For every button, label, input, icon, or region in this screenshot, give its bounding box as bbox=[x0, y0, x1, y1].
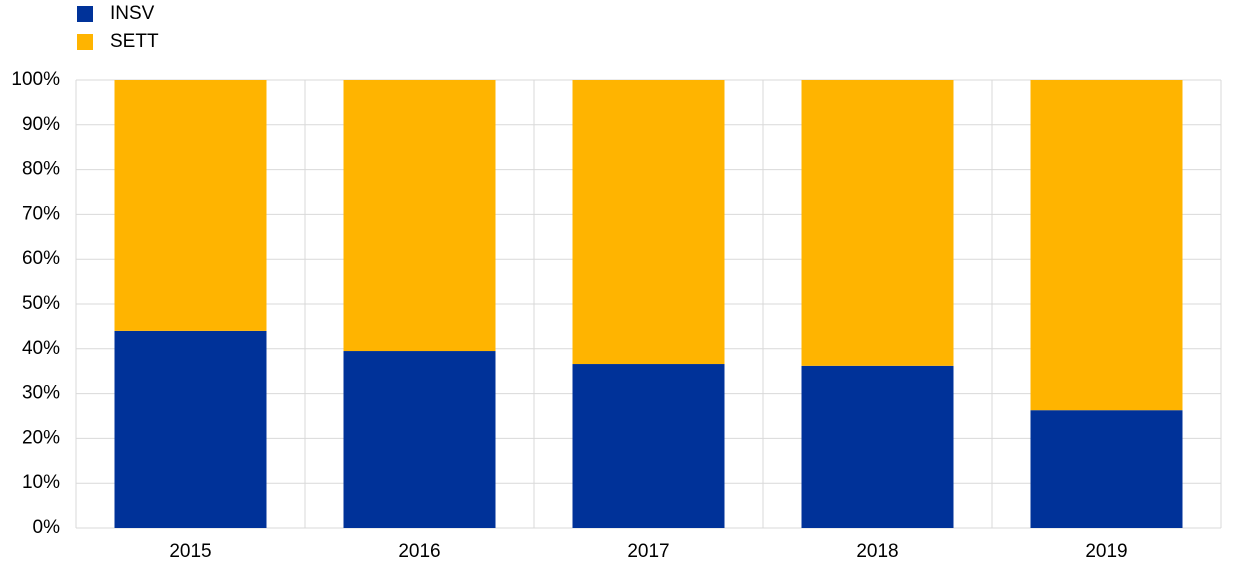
bar-segment bbox=[114, 80, 267, 331]
bar-segment bbox=[801, 80, 954, 366]
bar-segment bbox=[114, 330, 267, 528]
bar-segment bbox=[572, 364, 725, 528]
legend-swatch bbox=[77, 6, 93, 22]
y-tick-label: 40% bbox=[22, 338, 60, 359]
x-tick-label: 2015 bbox=[169, 541, 211, 562]
x-tick-label: 2018 bbox=[856, 541, 898, 562]
y-tick-label: 30% bbox=[22, 383, 60, 404]
x-tick-label: 2016 bbox=[398, 541, 440, 562]
legend-label: INSV bbox=[110, 3, 155, 24]
y-tick-label: 90% bbox=[22, 114, 60, 135]
bar-segment bbox=[1030, 80, 1183, 411]
y-tick-label: 80% bbox=[22, 159, 60, 180]
bar-segment bbox=[343, 351, 496, 528]
bar-segment bbox=[801, 365, 954, 528]
legend-swatch bbox=[77, 34, 93, 50]
y-tick-label: 70% bbox=[22, 203, 60, 224]
y-tick-label: 60% bbox=[22, 248, 60, 269]
y-tick-label: 10% bbox=[22, 472, 60, 493]
bar-segment bbox=[572, 80, 725, 365]
x-tick-label: 2019 bbox=[1085, 541, 1127, 562]
y-tick-label: 0% bbox=[33, 517, 61, 538]
y-tick-label: 20% bbox=[22, 427, 60, 448]
x-tick-label: 2017 bbox=[627, 541, 669, 562]
bar-segment bbox=[343, 80, 496, 352]
y-tick-label: 100% bbox=[11, 69, 60, 90]
legend-label: SETT bbox=[110, 31, 159, 52]
y-tick-label: 50% bbox=[22, 293, 60, 314]
bar-segment bbox=[1030, 410, 1183, 528]
